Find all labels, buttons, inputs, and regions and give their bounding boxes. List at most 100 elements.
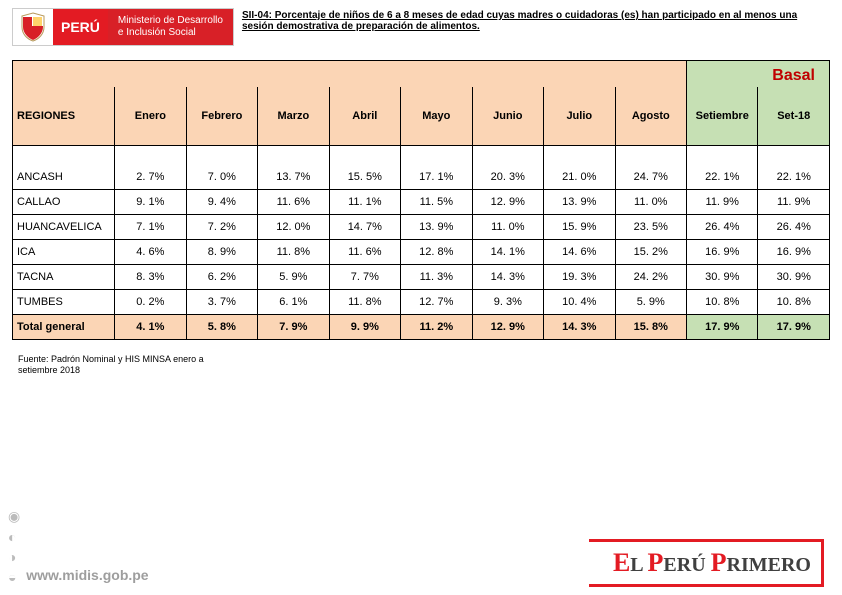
cell: 11. 0% [472, 214, 543, 239]
col-regiones: REGIONES [13, 87, 115, 145]
region-cell: ICA [13, 239, 115, 264]
cell: 23. 5% [615, 214, 686, 239]
cell: 11. 9% [758, 189, 830, 214]
cell: 17. 9% [758, 314, 830, 339]
cell: 26. 4% [758, 214, 830, 239]
table-row: ANCASH2. 7%7. 0%13. 7%15. 5%17. 1%20. 3%… [13, 145, 830, 189]
col-marzo: Marzo [258, 87, 329, 145]
cell: 15. 9% [544, 214, 615, 239]
social-icons: ◉ ◐ ◑ ◒ [8, 508, 20, 587]
shield-icon [13, 9, 53, 45]
cell: 11. 6% [258, 189, 329, 214]
cell: 5. 9% [615, 289, 686, 314]
cell: 13. 9% [544, 189, 615, 214]
ministry-line2: e Inclusión Social [118, 27, 223, 39]
cell: 30. 9% [687, 264, 758, 289]
basal-label: Basal [687, 61, 830, 88]
cell: 9. 3% [472, 289, 543, 314]
cell: 11. 9% [687, 189, 758, 214]
brand-box: EL PERÚ PRIMERO [589, 539, 824, 587]
cell: 11. 2% [401, 314, 472, 339]
ministry-label: Ministerio de Desarrollo e Inclusión Soc… [108, 9, 233, 45]
cell: 7. 7% [329, 264, 400, 289]
facebook-icon: ◉ [8, 508, 20, 525]
cell: 12. 9% [472, 314, 543, 339]
cell: 14. 3% [472, 264, 543, 289]
ministry-line1: Ministerio de Desarrollo [118, 15, 223, 27]
col-enero: Enero [115, 87, 186, 145]
cell: 26. 4% [687, 214, 758, 239]
region-cell: ANCASH [13, 145, 115, 189]
peru-label: PERÚ [53, 9, 108, 45]
cell: 9. 4% [186, 189, 257, 214]
cell: 11. 8% [329, 289, 400, 314]
cell: 15. 5% [329, 145, 400, 189]
col-set18: Set-18 [758, 87, 830, 145]
cell: 8. 3% [115, 264, 186, 289]
flickr-icon: ◒ [8, 569, 20, 585]
source-note: Fuente: Padrón Nominal y HIS MINSA enero… [0, 344, 220, 377]
cell: 0. 2% [115, 289, 186, 314]
cell: 14. 3% [544, 314, 615, 339]
cell: 22. 1% [687, 145, 758, 189]
cell: 8. 9% [186, 239, 257, 264]
header: PERÚ Ministerio de Desarrollo e Inclusió… [0, 0, 842, 50]
footer-url: www.midis.gob.pe [20, 567, 148, 587]
cell: 15. 2% [615, 239, 686, 264]
cell: 4. 6% [115, 239, 186, 264]
cell: 13. 7% [258, 145, 329, 189]
table-row: ICA4. 6%8. 9%11. 8%11. 6%12. 8%14. 1%14.… [13, 239, 830, 264]
col-abril: Abril [329, 87, 400, 145]
cell: 15. 8% [615, 314, 686, 339]
cell: 24. 7% [615, 145, 686, 189]
cell: 6. 1% [258, 289, 329, 314]
cell: 11. 5% [401, 189, 472, 214]
cell: 20. 3% [472, 145, 543, 189]
cell: 9. 1% [115, 189, 186, 214]
region-cell: TUMBES [13, 289, 115, 314]
cell: 14. 1% [472, 239, 543, 264]
cell: 14. 6% [544, 239, 615, 264]
cell: 12. 0% [258, 214, 329, 239]
cell: 10. 8% [758, 289, 830, 314]
cell: 9. 9% [329, 314, 400, 339]
cell: 30. 9% [758, 264, 830, 289]
cell: 13. 9% [401, 214, 472, 239]
table-row: TACNA8. 3%6. 2%5. 9%7. 7%11. 3%14. 3%19.… [13, 264, 830, 289]
cell: 22. 1% [758, 145, 830, 189]
col-junio: Junio [472, 87, 543, 145]
cell: 11. 8% [258, 239, 329, 264]
cell: 12. 7% [401, 289, 472, 314]
cell: 2. 7% [115, 145, 186, 189]
cell: 4. 1% [115, 314, 186, 339]
cell: 5. 9% [258, 264, 329, 289]
cell: 11. 6% [329, 239, 400, 264]
cell: 14. 7% [329, 214, 400, 239]
cell: 17. 1% [401, 145, 472, 189]
col-setiembre: Setiembre [687, 87, 758, 145]
region-cell: TACNA [13, 264, 115, 289]
col-agosto: Agosto [615, 87, 686, 145]
totals-row: Total general 4. 1% 5. 8% 7. 9% 9. 9% 11… [13, 314, 830, 339]
cell: 5. 8% [186, 314, 257, 339]
cell: 6. 2% [186, 264, 257, 289]
gov-logo: PERÚ Ministerio de Desarrollo e Inclusió… [12, 8, 234, 46]
cell: 12. 9% [472, 189, 543, 214]
data-table: Basal REGIONES Enero Febrero Marzo Abril… [12, 60, 830, 340]
header-row: REGIONES Enero Febrero Marzo Abril Mayo … [13, 87, 830, 145]
youtube-icon: ◑ [8, 549, 20, 565]
totals-label: Total general [13, 314, 115, 339]
col-mayo: Mayo [401, 87, 472, 145]
cell: 7. 9% [258, 314, 329, 339]
cell: 12. 8% [401, 239, 472, 264]
cell: 10. 8% [687, 289, 758, 314]
cell: 21. 0% [544, 145, 615, 189]
twitter-icon: ◐ [8, 529, 20, 545]
footer: ◉ ◐ ◑ ◒ www.midis.gob.pe EL PERÚ PRIMERO [0, 508, 842, 595]
region-cell: CALLAO [13, 189, 115, 214]
cell: 19. 3% [544, 264, 615, 289]
cell: 10. 4% [544, 289, 615, 314]
col-julio: Julio [544, 87, 615, 145]
table-row: CALLAO9. 1%9. 4%11. 6%11. 1%11. 5%12. 9%… [13, 189, 830, 214]
cell: 11. 1% [329, 189, 400, 214]
